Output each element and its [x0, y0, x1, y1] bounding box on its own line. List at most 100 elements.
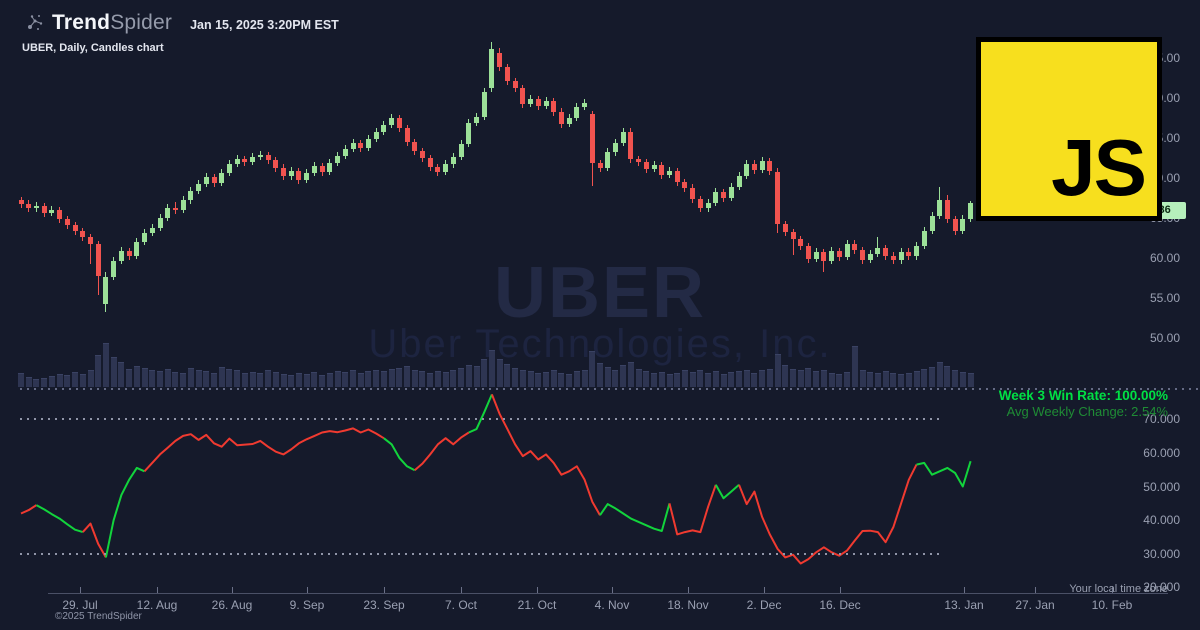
watermark-company: Uber Technologies, Inc. [368, 322, 832, 366]
volume-bar [458, 367, 464, 387]
volume-bar [149, 369, 156, 387]
candle [142, 233, 147, 242]
volume-bar [612, 369, 619, 387]
volume-bar [41, 377, 48, 387]
volume-bar [597, 363, 603, 387]
volume-bar [180, 373, 187, 387]
date-label: 18. Nov [667, 598, 709, 612]
candle [427, 158, 433, 167]
candle [535, 98, 541, 106]
volume-bar [666, 373, 673, 387]
volume-bar [697, 369, 704, 387]
candle [474, 117, 479, 123]
candle [88, 237, 93, 244]
volume-bar [720, 374, 727, 387]
volume-bar [674, 372, 681, 387]
candle [265, 154, 271, 161]
date-axis-line[interactable] [48, 593, 1168, 594]
date-label: 4. Nov [594, 598, 630, 612]
candle [597, 162, 603, 168]
date-label: 27. Jan [1015, 598, 1055, 612]
candle [566, 118, 572, 124]
brand-name: TrendSpider [52, 11, 172, 35]
volume-bar [380, 370, 387, 387]
candle [304, 173, 310, 180]
candle [612, 142, 618, 153]
candle [620, 132, 626, 143]
volume-bar [319, 374, 326, 387]
volume-bar [373, 369, 380, 387]
oscillator-line-segment [414, 431, 470, 472]
timezone-note: Your local time zone [1069, 583, 1168, 595]
volume-bar [944, 365, 951, 387]
chart-timestamp: Jan 15, 2025 3:20PM EST [190, 18, 339, 32]
candle [149, 227, 155, 234]
candle [342, 149, 348, 156]
date-label: 13. Jan [944, 598, 984, 612]
candle [481, 91, 487, 118]
candle [466, 122, 472, 144]
volume-bar [25, 376, 32, 387]
candle [944, 199, 950, 219]
volume-bar [712, 371, 719, 387]
candle [914, 246, 919, 257]
chart-title: UBER, Daily, Candles chart [22, 42, 164, 54]
candle [311, 166, 317, 174]
volume-bar [218, 366, 225, 387]
volume-bar [651, 373, 657, 387]
candle [512, 81, 518, 89]
date-label: 21. Oct [517, 598, 557, 612]
candle [713, 192, 719, 203]
oscillator-axis-label: 70.000 [1143, 412, 1180, 426]
volume-bar [427, 372, 434, 387]
volume-bar [272, 371, 279, 387]
volume-bar [766, 368, 773, 387]
volume-bar [867, 372, 874, 387]
oscillator-line-segment [82, 522, 107, 558]
volume-bar [280, 374, 287, 387]
brand-trend: Trend [52, 11, 111, 34]
candle [458, 143, 464, 158]
volume-bar [226, 368, 233, 387]
candle [188, 190, 194, 201]
candle [659, 165, 665, 175]
candle [721, 192, 726, 198]
volume-bar [241, 373, 248, 387]
volume-bar [929, 366, 935, 387]
candle [705, 202, 711, 209]
volume-bar [157, 370, 163, 387]
candle [574, 106, 580, 118]
candle [118, 250, 124, 262]
candle [242, 158, 248, 162]
date-tick [157, 587, 158, 593]
candle [898, 251, 904, 261]
candle [952, 218, 958, 231]
date-label: 23. Sep [363, 598, 405, 612]
volume-bar [658, 371, 665, 387]
price-axis-label: 50.00 [1149, 331, 1180, 345]
candle [651, 165, 657, 170]
volume-bar [859, 369, 866, 387]
volume-bar [288, 375, 295, 387]
volume-bar [890, 373, 897, 387]
candle [350, 142, 356, 150]
candle [728, 186, 734, 198]
candle [589, 114, 595, 163]
candle [829, 250, 835, 262]
oscillator-line-segment [714, 484, 740, 500]
brand-spider: Spider [110, 11, 173, 34]
candle [134, 242, 140, 256]
candle-wick [90, 234, 91, 265]
volume-bar [295, 373, 302, 387]
candle [80, 230, 86, 238]
candle [798, 238, 804, 246]
volume-bar [535, 372, 542, 387]
volume-bar [905, 372, 912, 387]
date-tick [232, 587, 233, 593]
oscillator-lower-band-dotted-line [20, 553, 940, 555]
candle [543, 101, 549, 106]
